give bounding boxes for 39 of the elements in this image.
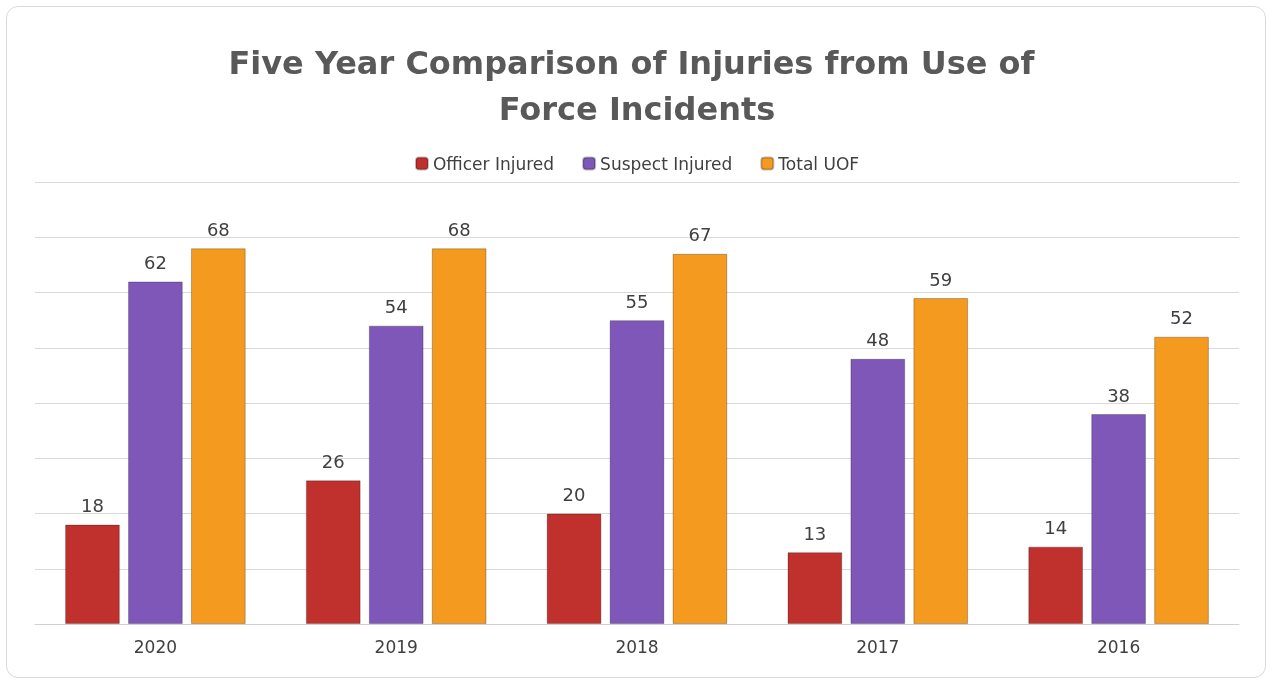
bar: [305, 480, 361, 624]
data-label: 59: [929, 268, 953, 290]
data-label: 26: [321, 450, 345, 472]
bar: [672, 253, 728, 624]
data-label: 62: [143, 251, 167, 273]
legend-label: Total UOF: [777, 153, 860, 174]
bar: [128, 281, 183, 624]
bar: [913, 298, 969, 624]
bar: [787, 552, 843, 624]
data-label: 67: [688, 224, 712, 246]
data-label: 20: [562, 484, 586, 505]
bar: [1154, 336, 1209, 624]
x-tick-label: 2020: [133, 636, 178, 657]
legend-label: Suspect Injured: [600, 153, 733, 174]
bar: [368, 325, 424, 624]
data-label: 55: [625, 290, 649, 312]
data-label: 68: [206, 218, 230, 240]
data-label: 14: [1044, 517, 1068, 539]
chart-title: Five Year Comparison of Injuries from Use of Force Incidents: [228, 44, 1046, 128]
x-tick-label: 2019: [374, 636, 418, 657]
x-tick-label: 2018: [615, 636, 659, 657]
data-label: 48: [866, 329, 890, 351]
data-label: 54: [384, 296, 408, 318]
x-tick-label: 2017: [856, 636, 900, 657]
data-label: 52: [1170, 307, 1193, 329]
bar: [546, 513, 602, 624]
bar: [65, 524, 120, 624]
bar: [1091, 414, 1146, 624]
x-tick-label: 2016: [1096, 636, 1141, 657]
data-label: 68: [447, 218, 471, 240]
data-label: 18: [81, 495, 104, 517]
data-label: 13: [803, 522, 827, 544]
data-label: 38: [1107, 384, 1131, 406]
bar: [609, 320, 665, 624]
bar: [431, 248, 487, 624]
bar: [190, 248, 246, 624]
bar: [850, 358, 906, 624]
legend-label: Officer Injured: [432, 153, 555, 174]
bar: [1028, 546, 1084, 624]
